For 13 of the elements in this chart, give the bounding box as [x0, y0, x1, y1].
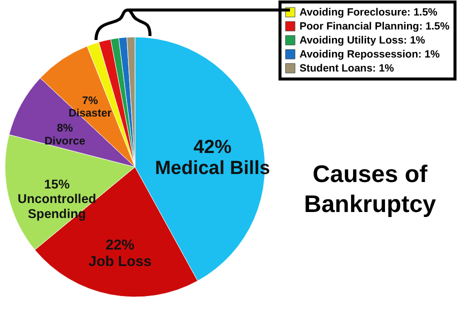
data-label: 42% — [193, 137, 232, 158]
legend-label: Student Loans: 1% — [300, 62, 395, 74]
slice-label: Divorce — [44, 136, 86, 148]
slice-label: Job Loss — [88, 254, 152, 270]
data-label: 22% — [106, 238, 135, 254]
legend-label: Poor Financial Planning: 1.5% — [300, 20, 450, 32]
text: Causes of Bankruptcy — [304, 161, 437, 218]
legend-label: Avoiding Repossession: 1% — [300, 48, 440, 60]
data-label: 15% — [44, 176, 70, 192]
data-label: 7% — [82, 94, 98, 107]
legend-label: Avoiding Foreclosure: 1.5% — [300, 6, 438, 18]
legend-label: Avoiding Utility Loss: 1% — [300, 34, 426, 46]
data-label: 8% — [56, 122, 74, 134]
